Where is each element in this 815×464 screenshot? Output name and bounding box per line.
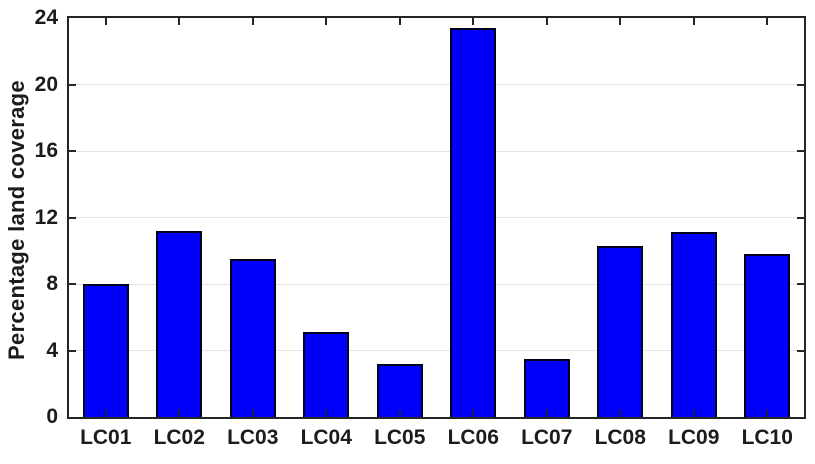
xtick-bottom-lc02 [178,410,181,417]
bar-lc01 [83,284,129,417]
xtick-label-lc05: LC05 [374,426,426,449]
ytick-right-12 [797,216,804,219]
ytick-left-4 [69,349,76,352]
xtick-top-lc06 [472,18,475,25]
xtick-top-lc08 [619,18,622,25]
ytick-left-8 [69,283,76,285]
ytick-right-4 [797,349,804,352]
xtick-label-lc01: LC01 [80,426,132,449]
xtick-top-lc05 [398,18,401,25]
ytick-label-16: 16 [34,139,58,162]
gridline-y12 [69,217,804,218]
xtick-label-lc02: LC02 [153,426,205,449]
xtick-top-lc10 [766,18,769,25]
bar-lc06 [450,28,496,417]
xtick-label-lc08: LC08 [594,426,646,449]
ytick-label-24: 24 [34,6,58,29]
ytick-right-8 [797,283,804,285]
xtick-top-lc01 [104,18,107,25]
ytick-label-8: 8 [46,272,58,295]
ytick-label-12: 12 [34,205,58,229]
xtick-top-lc04 [325,18,328,25]
bar-lc10 [744,254,790,417]
xtick-bottom-lc07 [545,410,548,417]
xtick-top-lc09 [692,18,695,25]
ytick-left-16 [69,150,76,152]
xtick-label-lc03: LC03 [227,426,279,449]
ytick-label-4: 4 [46,338,58,362]
xtick-bottom-lc03 [251,410,254,417]
plot-area [67,16,806,419]
xtick-label-lc07: LC07 [521,426,573,449]
bar-lc02 [156,231,202,417]
xtick-bottom-lc09 [692,410,695,417]
xtick-bottom-lc06 [472,410,475,417]
bar-lc05 [377,364,423,417]
xtick-top-lc03 [251,18,254,25]
xtick-label-lc10: LC10 [741,426,793,449]
ytick-label-0: 0 [46,405,58,428]
ytick-left-12 [69,216,76,219]
xtick-top-lc02 [178,18,181,25]
ytick-left-20 [69,83,76,86]
bar-lc09 [671,232,717,417]
xtick-label-lc06: LC06 [447,426,499,449]
xtick-bottom-lc05 [398,410,401,417]
ytick-right-16 [797,150,804,152]
xtick-label-lc04: LC04 [300,426,352,449]
xtick-label-lc09: LC09 [668,426,720,449]
ytick-label-20: 20 [34,72,58,96]
bar-lc03 [230,259,276,417]
xtick-bottom-lc04 [325,410,328,417]
xtick-bottom-lc10 [766,410,769,417]
bar-lc07 [524,359,570,417]
gridline-y16 [69,150,804,152]
xtick-top-lc07 [545,18,548,25]
xtick-bottom-lc01 [104,410,107,417]
xtick-bottom-lc08 [619,410,622,417]
bar-lc08 [597,246,643,417]
ytick-right-20 [797,83,804,86]
gridline-y20 [69,84,804,85]
gridline-y4 [69,350,804,351]
gridline-y8 [69,283,804,285]
bar-lc04 [303,332,349,417]
